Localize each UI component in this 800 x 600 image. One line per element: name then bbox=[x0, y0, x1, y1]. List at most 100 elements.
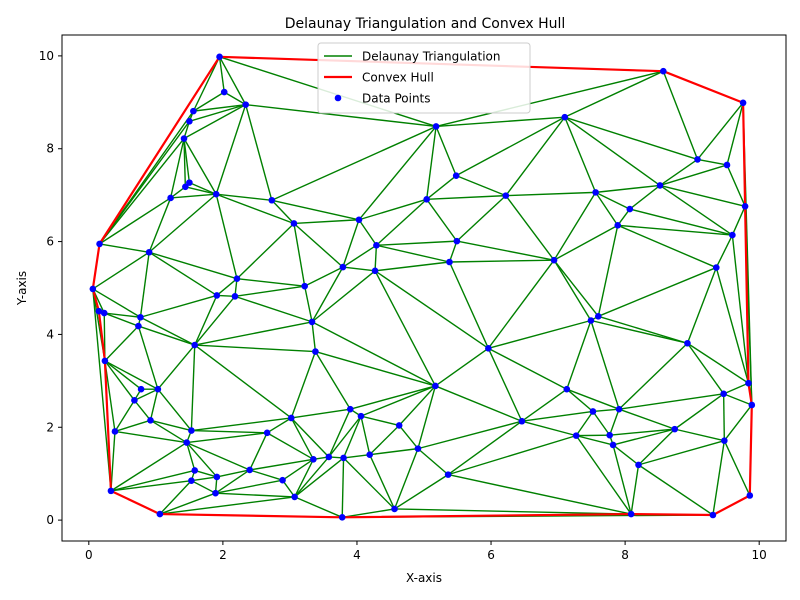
x-tick-label: 10 bbox=[752, 548, 767, 562]
triangulation-edge bbox=[449, 259, 555, 263]
triangulation-edge bbox=[488, 319, 592, 350]
triangulation-edge bbox=[726, 102, 744, 166]
data-point bbox=[231, 293, 239, 300]
triangulation-edge bbox=[110, 479, 192, 492]
data-point bbox=[395, 422, 403, 429]
triangulation-edge bbox=[245, 104, 273, 201]
data-point bbox=[100, 309, 108, 317]
x-axis-ticks: 0 2 4 6 8 10 bbox=[85, 541, 767, 562]
data-point bbox=[615, 405, 623, 413]
data-points bbox=[89, 53, 756, 521]
data-point bbox=[729, 231, 736, 239]
triangulation-edge bbox=[290, 351, 317, 419]
triangulation-edge bbox=[595, 191, 631, 210]
data-point bbox=[635, 461, 642, 469]
triangulation-edge bbox=[218, 56, 225, 93]
triangulation-edge bbox=[194, 344, 316, 353]
triangulation-edge bbox=[138, 325, 195, 346]
y-tick-label: 8 bbox=[46, 142, 54, 156]
convex-hull-segment bbox=[711, 494, 751, 517]
data-point bbox=[107, 487, 115, 495]
triangulation-edge bbox=[436, 116, 565, 128]
legend: Delaunay Triangulation Convex Hull Data Po… bbox=[317, 42, 531, 114]
data-point bbox=[95, 307, 103, 315]
data-point bbox=[745, 379, 752, 387]
triangulation-edge bbox=[294, 496, 343, 518]
data-point bbox=[338, 514, 346, 521]
triangulation-edge bbox=[249, 469, 283, 481]
triangulation-edge bbox=[612, 444, 632, 515]
triangulation-edge bbox=[137, 325, 159, 390]
triangulation-edge bbox=[216, 193, 272, 201]
triangulation-edge bbox=[191, 480, 216, 494]
data-point bbox=[290, 220, 298, 227]
data-point bbox=[340, 454, 347, 462]
triangulation-edge bbox=[630, 464, 640, 515]
triangulation-edge bbox=[609, 408, 620, 436]
triangulation-edge bbox=[448, 261, 489, 349]
x-tick-label: 0 bbox=[85, 548, 93, 562]
chart-title: Delaunay Triangulation and Convex Hull bbox=[285, 16, 566, 32]
triangulation-edge bbox=[617, 224, 717, 269]
triangulation-edge bbox=[375, 198, 428, 246]
triangulation-edge bbox=[417, 385, 437, 449]
triangulation-edge bbox=[638, 440, 725, 466]
triangulation-edge bbox=[303, 286, 313, 323]
triangulation-edge bbox=[576, 434, 614, 446]
legend-label: Convex Hull bbox=[362, 71, 434, 85]
triangulation-edge bbox=[293, 223, 306, 287]
triangulation-edge bbox=[553, 224, 619, 261]
data-point bbox=[220, 88, 228, 96]
data-point bbox=[310, 455, 317, 463]
triangulation-edge bbox=[687, 342, 749, 384]
triangulation-edge bbox=[358, 219, 377, 246]
y-tick-label: 4 bbox=[46, 327, 54, 341]
triangulation-edge bbox=[617, 224, 733, 236]
triangulation-edge bbox=[183, 138, 187, 187]
data-point bbox=[712, 264, 720, 271]
triangulation-edge bbox=[291, 408, 351, 419]
convex-hull-segment bbox=[103, 359, 113, 492]
triangulation-edge bbox=[191, 476, 217, 482]
data-point bbox=[485, 345, 492, 352]
data-point bbox=[301, 282, 308, 290]
data-point bbox=[444, 471, 452, 478]
triangulation-edge bbox=[159, 492, 216, 515]
data-point bbox=[432, 382, 439, 390]
triangulation-edge bbox=[374, 270, 489, 349]
x-axis-label: X-axis bbox=[406, 571, 442, 585]
data-point bbox=[186, 118, 193, 125]
triangulation-edge bbox=[723, 382, 749, 395]
y-axis-label: Y-axis bbox=[15, 271, 29, 306]
convex-hull-segment bbox=[662, 70, 745, 104]
triangulation-edge bbox=[266, 432, 314, 460]
triangulation-edge bbox=[597, 225, 619, 317]
triangulation-edge bbox=[629, 208, 733, 236]
triangulation-edge bbox=[435, 126, 457, 176]
data-point bbox=[723, 161, 731, 169]
triangulation-edge bbox=[629, 184, 661, 210]
data-point bbox=[614, 222, 622, 229]
triangulation-edge bbox=[191, 429, 268, 434]
triangulation-edge bbox=[271, 199, 295, 224]
triangulation-edge bbox=[104, 360, 159, 390]
data-point bbox=[366, 451, 374, 458]
triangulation-edge bbox=[186, 441, 250, 471]
triangulation-edge bbox=[393, 448, 419, 510]
triangulation-edge bbox=[726, 164, 746, 207]
data-point bbox=[502, 192, 510, 199]
y-tick-label: 6 bbox=[46, 235, 54, 249]
triangulation-edge bbox=[722, 393, 726, 441]
triangulation-edge bbox=[575, 435, 632, 515]
triangulation-edge bbox=[110, 469, 195, 492]
triangulation-edge bbox=[315, 350, 436, 387]
triangulation-edge bbox=[394, 474, 449, 510]
triangulation-edge bbox=[342, 415, 362, 459]
data-point bbox=[180, 135, 188, 142]
plot-area bbox=[89, 53, 756, 521]
triangulation-edge bbox=[110, 431, 116, 491]
y-axis-ticks: 0 2 4 6 8 10 bbox=[39, 49, 62, 527]
triangulation-edge bbox=[290, 417, 330, 458]
triangulation-edge bbox=[104, 325, 139, 362]
data-point bbox=[156, 510, 164, 518]
